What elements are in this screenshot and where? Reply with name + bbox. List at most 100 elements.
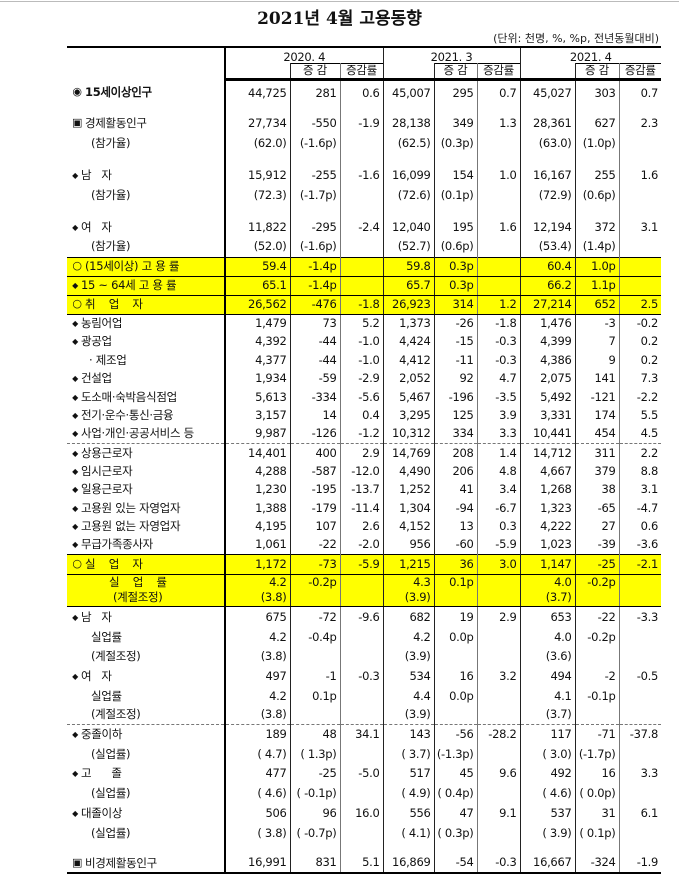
cell-value: -2 bbox=[575, 667, 620, 688]
cell-value: 4.2 bbox=[383, 628, 435, 648]
cell-value: -56 bbox=[434, 724, 478, 746]
row-label: 무급가족종사자 bbox=[81, 537, 153, 552]
cell-value: (0.3p) bbox=[434, 133, 478, 154]
row-label: (참가율) bbox=[91, 135, 131, 150]
row-marker-icon: ◆ bbox=[72, 540, 78, 550]
cell-value: 34.1 bbox=[340, 724, 384, 746]
table-row: ◆ 임시근로자 4,288 -587 -12.0 4,490 206 4.8 4,667 379 8… bbox=[67, 462, 661, 481]
cell-value: 7.3 bbox=[640, 371, 659, 386]
cell-value: 4,412 bbox=[383, 351, 435, 370]
cell-value: -0.4p bbox=[290, 628, 341, 648]
table-row: ◉ 15세이상인구 44,725 281 0.6 45,007 295 0.7 45,027 30… bbox=[67, 79, 661, 106]
cell-value: 26,923 bbox=[383, 295, 435, 315]
cell-value: 682 bbox=[383, 606, 435, 629]
cell-value bbox=[477, 185, 521, 206]
cell-value: 2,052 bbox=[383, 369, 435, 389]
cell-value: -5.6 bbox=[340, 388, 384, 407]
cell-value: -44 bbox=[290, 332, 341, 352]
cell-value: -1.0 bbox=[340, 332, 384, 352]
row-label: · 제조업 bbox=[89, 352, 127, 367]
cell-value: 372 bbox=[575, 217, 620, 238]
cell-value: 14,769 bbox=[383, 443, 435, 463]
cell-value: -94 bbox=[434, 499, 478, 518]
cell-value: -65 bbox=[575, 499, 620, 518]
cell-value: 3.1 bbox=[640, 482, 659, 497]
cell-value: 28,138 bbox=[383, 113, 435, 134]
row-label: (계절조정) bbox=[91, 649, 141, 664]
cell-value: 66.2 bbox=[520, 276, 576, 296]
cell-value: 4,152 bbox=[383, 517, 435, 536]
cell-value: 506 bbox=[225, 804, 291, 825]
cell-value: 2.6 bbox=[340, 517, 384, 536]
cell-value: 4,424 bbox=[383, 332, 435, 352]
cell-value: (72.3) bbox=[225, 185, 291, 206]
cell-value bbox=[619, 574, 661, 591]
row-marker-icon: ○ bbox=[72, 259, 82, 273]
cell-value: 27 bbox=[575, 517, 620, 536]
row-label: 일용근로자 bbox=[81, 482, 133, 497]
cell-value bbox=[619, 238, 661, 258]
cell-value: -54 bbox=[434, 854, 478, 875]
cell-value: 4,377 bbox=[225, 351, 291, 370]
cell-value bbox=[340, 745, 384, 765]
cell-value: 1,476 bbox=[520, 314, 576, 333]
cell-value: 653 bbox=[520, 606, 576, 629]
cell-value: 31 bbox=[575, 804, 620, 825]
cell-value: 9.1 bbox=[477, 804, 521, 825]
table-row: ◆ 무급가족종사자 1,061 -22 -2.0 956 -60 -5.9 1,023 -39 -3… bbox=[67, 535, 661, 555]
cell-value: 195 bbox=[434, 217, 478, 238]
cell-value: 0.1p bbox=[290, 687, 341, 707]
cell-value: 4.5 bbox=[640, 426, 659, 441]
cell-value: ( 3.7) bbox=[383, 745, 435, 765]
row-marker-icon: ▣ bbox=[71, 116, 83, 130]
row-label: 실 업 률 bbox=[109, 574, 167, 589]
cell-value: 4.0 bbox=[520, 574, 576, 591]
cell-value bbox=[340, 185, 384, 206]
row-label: 상용근로자 bbox=[81, 445, 133, 460]
cell-value: -0.3 bbox=[477, 332, 521, 352]
cell-value: 1,268 bbox=[520, 480, 576, 500]
cell-value: 45,027 bbox=[520, 79, 576, 106]
cell-value: 16,099 bbox=[383, 165, 435, 186]
cell-value: (3.8) bbox=[225, 706, 291, 725]
cell-value: 4,222 bbox=[520, 517, 576, 536]
table-row: ◆ 여 자 11,822 -295 -2.4 12,040 195 1.6 12,194 372 3… bbox=[67, 217, 661, 238]
row-label: 실업률 bbox=[91, 688, 122, 703]
cell-value: 15,912 bbox=[225, 165, 291, 186]
cell-value: 255 bbox=[575, 165, 620, 186]
table-row: (참가율) (62.0) (-1.6p) (62.5) (0.3p) (63.0) (1.0… bbox=[67, 133, 661, 154]
row-marker-icon: ◆ bbox=[72, 672, 78, 682]
cell-value: -2.0 bbox=[340, 535, 384, 555]
cell-value: 1.0 bbox=[477, 165, 521, 186]
cell-value: (3.6) bbox=[520, 647, 576, 668]
row-marker-icon: ◆ bbox=[72, 769, 78, 779]
cell-value: 4,490 bbox=[383, 462, 435, 481]
cell-value: -71 bbox=[575, 724, 620, 746]
cell-value: (3.7) bbox=[520, 590, 576, 608]
cell-value: 10,441 bbox=[520, 424, 576, 444]
cell-value: 0.3 bbox=[477, 517, 521, 536]
cell-value bbox=[619, 824, 661, 843]
cell-value: -12.0 bbox=[340, 462, 384, 481]
cell-value: -22 bbox=[575, 606, 620, 629]
cell-value bbox=[477, 647, 521, 668]
row-marker-icon: ◆ bbox=[72, 429, 78, 439]
cell-value: 3.3 bbox=[477, 424, 521, 444]
cell-value bbox=[619, 628, 661, 647]
cell-value: ( 0.1p) bbox=[575, 824, 620, 844]
cell-value: 5.2 bbox=[340, 314, 384, 333]
cell-value: -196 bbox=[434, 388, 478, 407]
cell-value: 4.4 bbox=[383, 687, 435, 707]
table-row: ◆ 대졸이상 506 96 16.0 556 47 9.1 537 31 6.1 bbox=[67, 804, 661, 825]
row-label: 중졸이하 bbox=[81, 727, 123, 742]
cell-value: 2.5 bbox=[619, 295, 661, 315]
row-spacer bbox=[67, 843, 661, 855]
cell-value: 956 bbox=[383, 535, 435, 555]
table-row: ◆ 고용원 있는 자영업자 1,388 -179 -11.4 1,304 -94 -6.7 1,… bbox=[67, 499, 661, 518]
table-row: (계절조정) (3.8) (3.9) (3.7) bbox=[67, 706, 661, 725]
cell-value: 4.3 bbox=[383, 574, 435, 591]
cell-value bbox=[619, 706, 661, 725]
cell-value: -59 bbox=[290, 369, 341, 389]
cell-value: ( 3.8) bbox=[225, 824, 291, 844]
cell-value: 16,991 bbox=[225, 854, 291, 875]
